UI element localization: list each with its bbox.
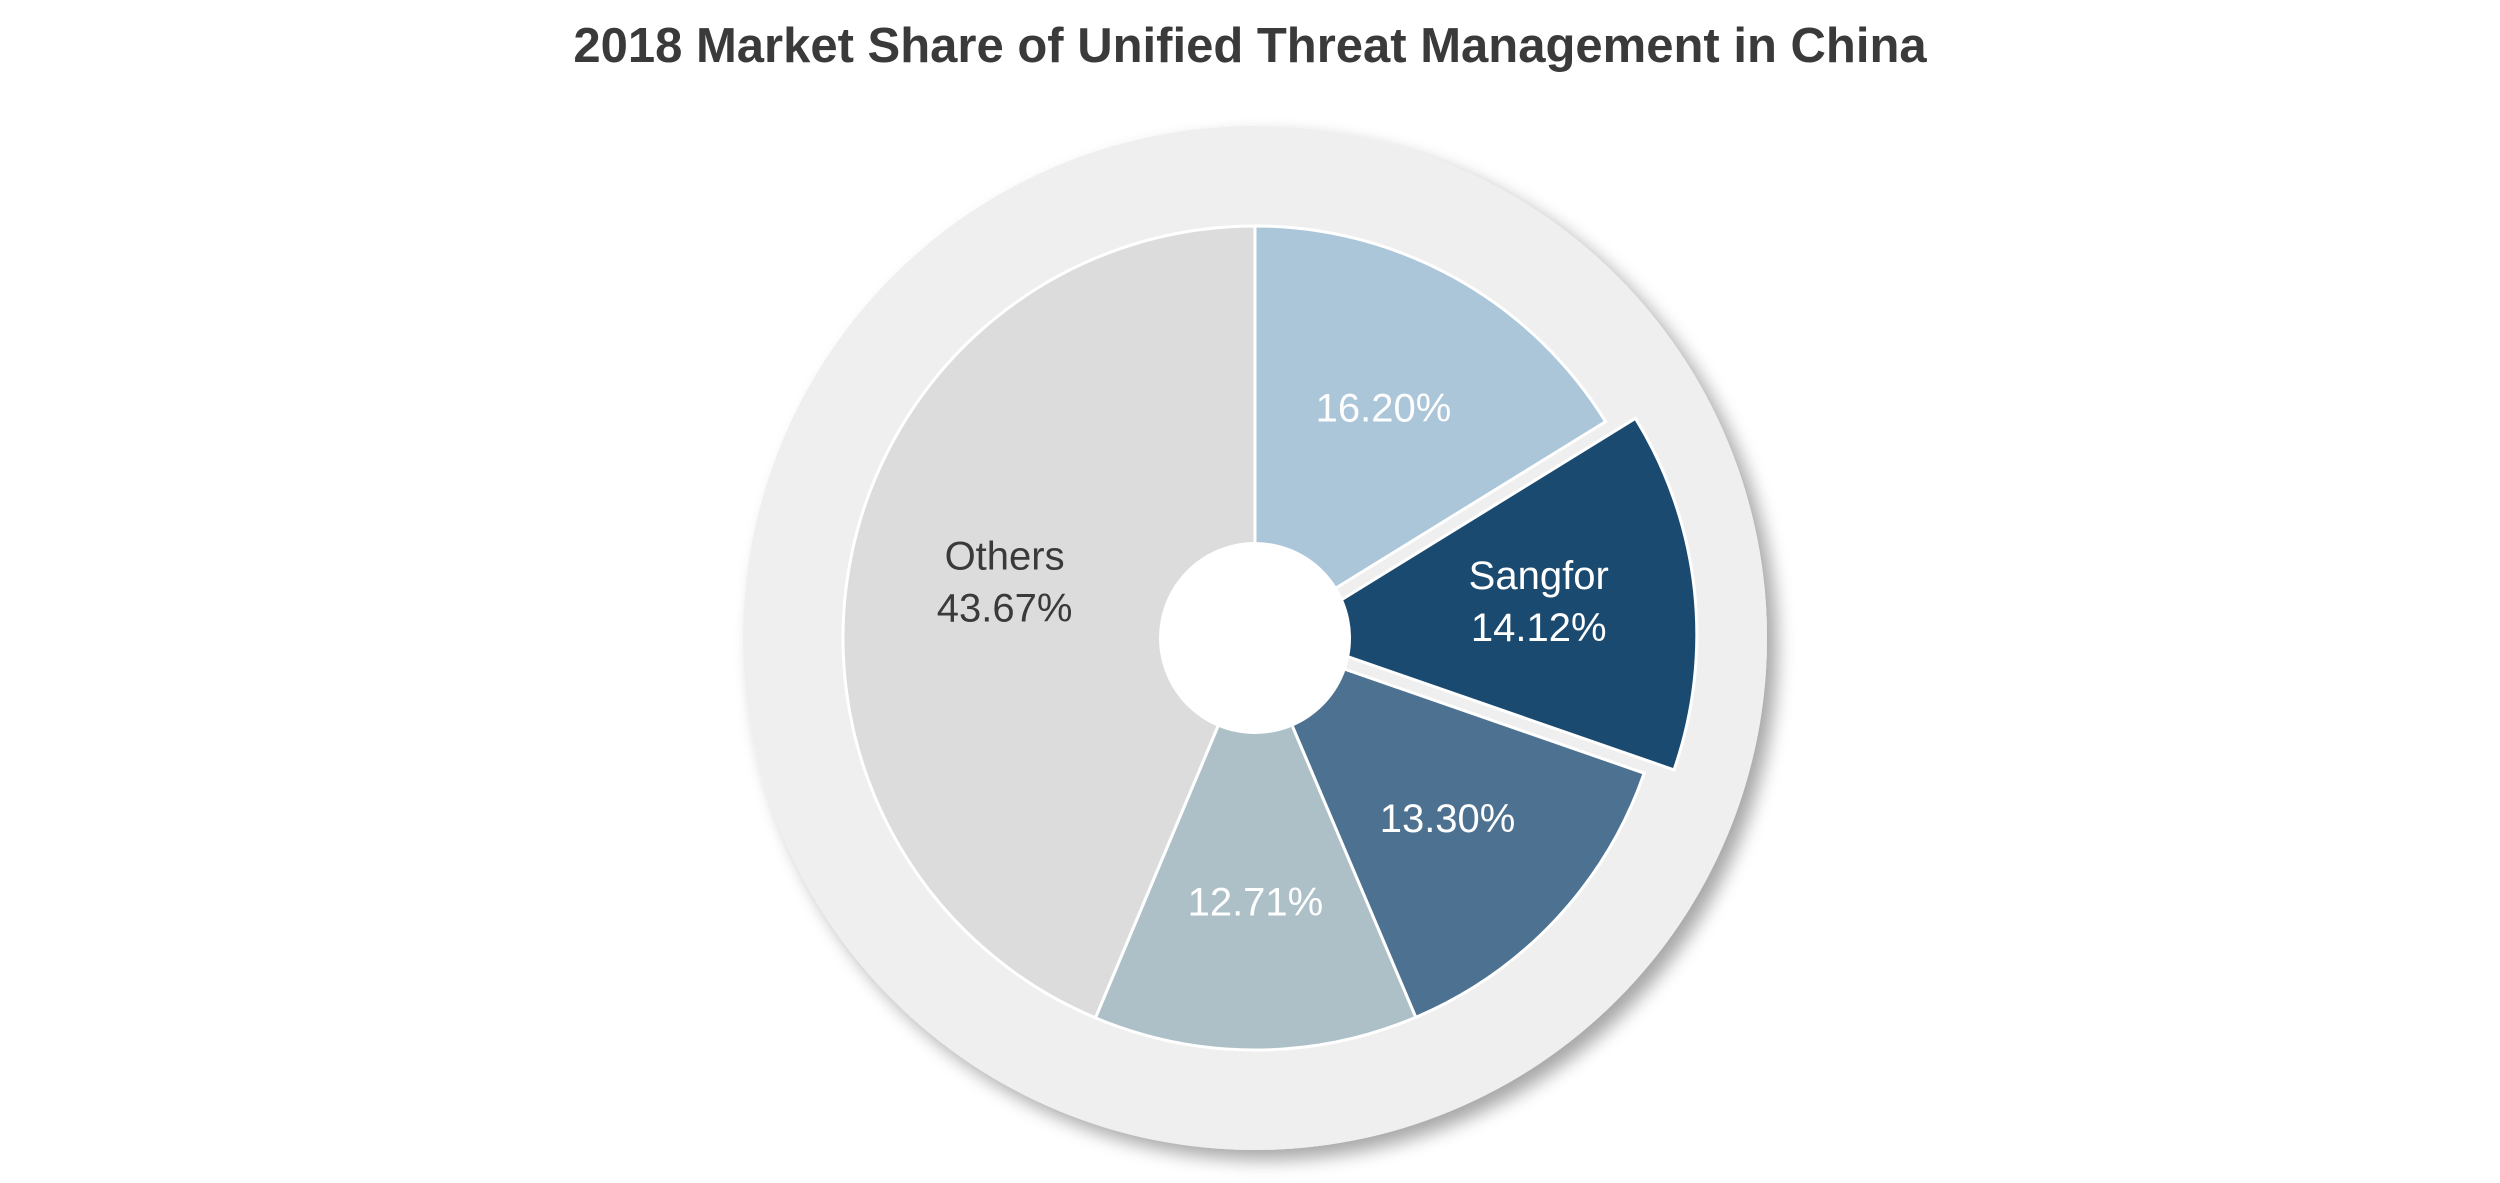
slice-name-4: Others	[945, 535, 1065, 579]
pie-slice-2	[1252, 635, 1647, 1020]
slices-layer	[841, 224, 1699, 1052]
slice-label-1: Sangfor 14.12%	[1469, 554, 1609, 650]
slice-value-1: 14.12%	[1471, 606, 1607, 650]
labels-layer: 16.20% Sangfor 14.12% 13.30% 12.71% Others 43.…	[937, 387, 1609, 925]
pie-slice-4	[841, 224, 1257, 1020]
slice-label-3: 12.71%	[1188, 881, 1324, 925]
slice-label-0: 16.20%	[1316, 387, 1452, 431]
donut-hole	[1159, 542, 1351, 734]
slice-name-1: Sangfor	[1469, 554, 1609, 598]
pie-slice-3	[1093, 634, 1418, 1052]
slice-label-4: Others 43.67%	[937, 535, 1073, 631]
slice-value-4: 43.67%	[937, 587, 1073, 631]
pie-slice-0	[1253, 224, 1608, 641]
chart-title: 2018 Market Share of Unified Threat Mana…	[573, 19, 1927, 73]
slice-label-2: 13.30%	[1380, 797, 1516, 841]
pie-slice-1	[1281, 416, 1699, 772]
